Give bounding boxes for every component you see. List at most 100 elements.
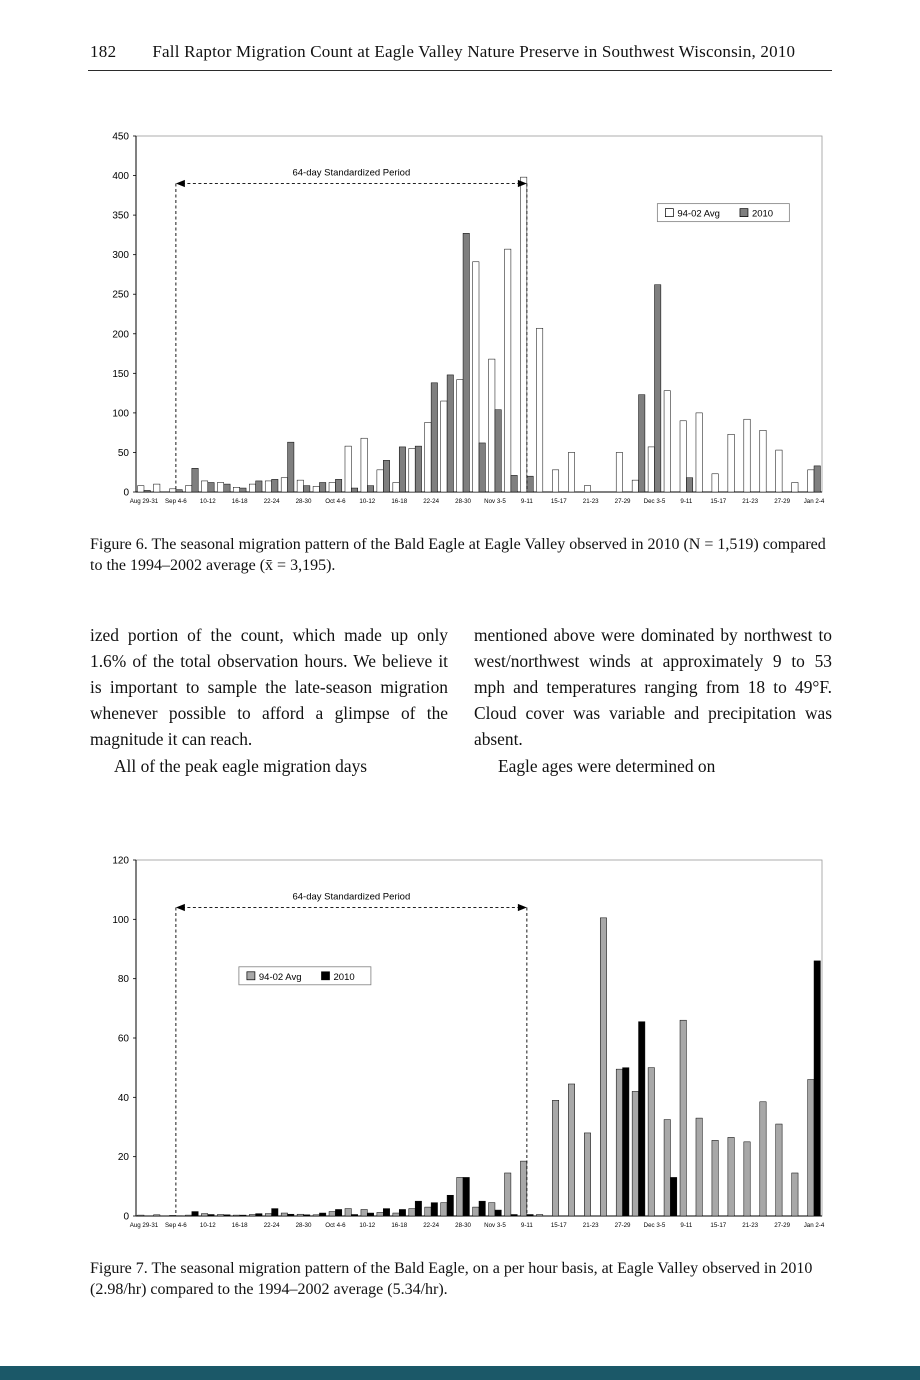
bar: [711, 1140, 719, 1217]
bar: [456, 379, 464, 493]
annotation-label: 64-day Standardized Period: [292, 167, 410, 178]
left-column: ized portion of the count, which made up…: [90, 622, 448, 779]
bar: [446, 1194, 454, 1217]
y-tick-label: 20: [118, 1152, 130, 1163]
bar: [791, 482, 799, 493]
bar: [568, 452, 575, 493]
y-tick-label: 120: [112, 856, 129, 867]
figure-7: 0 20 40 60 80 100 120 Aug 29-31 Sep 4-6 10-12 16-1…: [90, 842, 835, 1300]
bar: [217, 1214, 224, 1217]
bar: [462, 1177, 470, 1217]
y-tick-label: 80: [118, 974, 130, 985]
paragraph: All of the peak eagle migration days: [114, 755, 368, 776]
y-tick-label: 60: [118, 1034, 130, 1045]
y-tick-label: 200: [112, 329, 129, 340]
bar: [536, 1214, 544, 1217]
bar: [670, 1177, 678, 1217]
legend-label: 2010: [752, 209, 773, 220]
bar: [615, 452, 623, 493]
bar: [296, 479, 304, 493]
bar: [376, 1212, 384, 1217]
x-tick-label: Oct 4-6: [325, 498, 346, 505]
bar: [303, 485, 311, 493]
x-tick-label: 22-24: [264, 1222, 280, 1229]
x-tick-label: Aug 29-31: [130, 1222, 159, 1229]
x-tick-label: 21-23: [742, 1222, 758, 1229]
bar: [137, 1214, 145, 1217]
bar: [584, 1132, 591, 1217]
bar: [233, 487, 240, 493]
figure7-caption: Figure 7. The seasonal migration pattern…: [90, 1260, 813, 1299]
bar: [367, 1212, 374, 1217]
legend-swatch: [739, 208, 749, 217]
y-tick-label: 100: [112, 915, 129, 926]
bar: [743, 418, 751, 493]
bar: [249, 1214, 256, 1217]
chart-legend: 94-02 Avg 2010: [238, 966, 372, 986]
bar: [287, 1213, 295, 1217]
y-tick-label: 0: [123, 488, 129, 499]
x-tick-label: Nov 3-5: [484, 1222, 506, 1229]
bar: [679, 420, 687, 493]
bar: [552, 1100, 560, 1217]
bar: [408, 448, 416, 493]
series-2010: [143, 233, 821, 493]
bar: [191, 468, 199, 493]
bar: [398, 1209, 406, 1217]
x-tick-label: 21-23: [583, 1222, 599, 1229]
bar: [775, 449, 783, 493]
bar: [631, 479, 639, 493]
bar: [303, 1214, 311, 1217]
bar: [478, 442, 486, 493]
x-tick-label: 15-17: [551, 498, 567, 505]
bar: [695, 412, 703, 493]
footer-bar: [0, 1366, 920, 1380]
x-tick-label: Sep 4-6: [165, 498, 187, 505]
bar: [711, 473, 719, 493]
y-tick-label: 100: [112, 408, 129, 419]
bar: [223, 1214, 231, 1217]
figure7-chart: 0 20 40 60 80 100 120 Aug 29-31 Sep 4-6 10-12 16-1…: [90, 842, 830, 1242]
x-tick-label: 15-17: [551, 1222, 567, 1229]
bar: [504, 1172, 512, 1217]
y-tick-label: 300: [112, 250, 129, 261]
bar: [351, 487, 359, 493]
standardized-period-annotation: 64-day Standardized Period: [175, 167, 528, 492]
bar: [526, 1214, 534, 1217]
bar: [344, 1208, 352, 1217]
bar: [807, 469, 815, 493]
x-tick-label: 28-30: [296, 1222, 312, 1229]
bar: [239, 487, 247, 493]
bar: [456, 1177, 464, 1217]
bar: [239, 1214, 247, 1217]
bar: [153, 483, 161, 493]
y-tick-label: 350: [112, 211, 129, 222]
bar: [647, 446, 655, 493]
legend-swatch: [246, 971, 256, 981]
x-tick-label: 22-24: [264, 498, 280, 505]
bar: [191, 1211, 199, 1217]
header-rule: [88, 70, 832, 72]
bar: [392, 482, 400, 493]
x-tick-label: 9-11: [680, 498, 692, 505]
bar: [638, 1021, 646, 1217]
x-tick-label: 27-29: [774, 498, 790, 505]
bar: [552, 469, 560, 493]
x-tick-label: 10-12: [200, 1222, 216, 1229]
bar: [376, 469, 384, 493]
bar: [217, 482, 224, 493]
bar: [398, 446, 406, 493]
bar: [185, 1214, 193, 1217]
right-column: mentioned above were dominated by northw…: [474, 622, 832, 779]
bar: [488, 358, 496, 493]
bar: [249, 483, 256, 493]
bar: [510, 475, 518, 493]
x-tick-label: Jan 2-4: [804, 1222, 825, 1229]
bar: [526, 475, 534, 493]
bar: [169, 488, 177, 493]
figure6-caption: Figure 6. The seasonal migration pattern…: [90, 536, 826, 575]
bar: [383, 460, 390, 493]
x-tick-label: 16-18: [391, 1222, 407, 1229]
y-tick-label: 0: [123, 1212, 129, 1223]
legend-label: 94-02 Avg: [259, 972, 302, 983]
